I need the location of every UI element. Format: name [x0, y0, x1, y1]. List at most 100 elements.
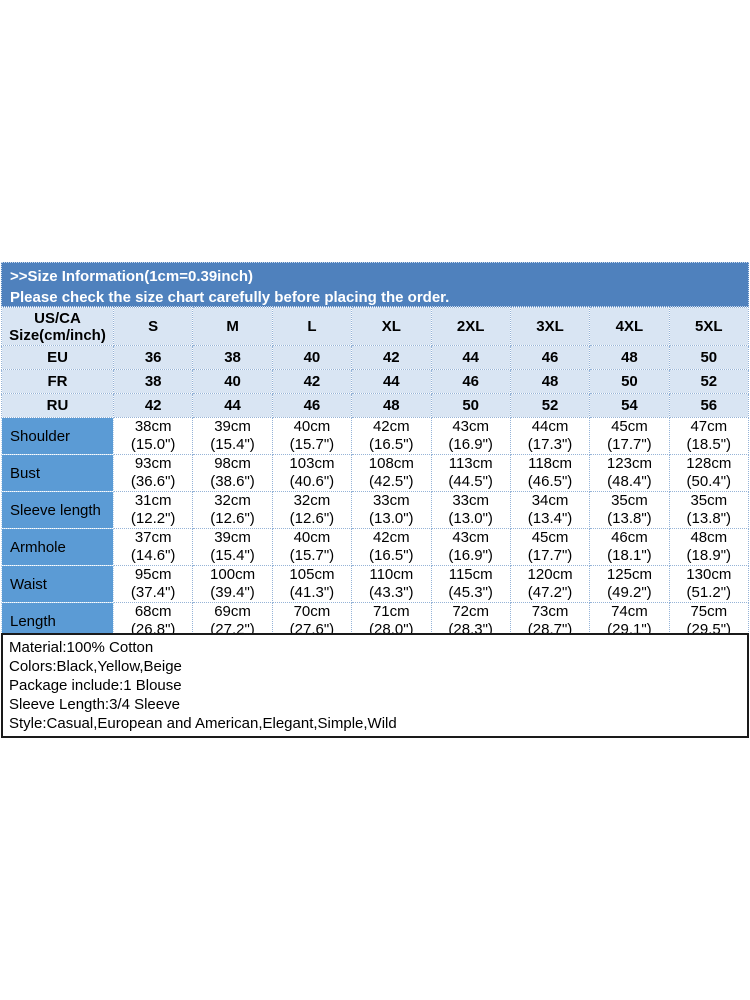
detail-style: Style:Casual,European and American,Elega… — [9, 715, 397, 732]
measurement-cell: 48cm (18.9") — [668, 528, 750, 566]
size-cell: 44 — [430, 345, 511, 370]
measurement-cell: 38cm (15.0") — [112, 417, 194, 455]
measurement-cell: 45cm (17.7") — [509, 528, 591, 566]
measurement-cell: 123cm (48.4") — [589, 454, 670, 492]
size-cell: 42 — [271, 369, 353, 394]
measurement-cell: 31cm (12.2") — [112, 491, 194, 529]
size-cell: 40 — [271, 345, 353, 370]
size-cell: 50 — [430, 393, 511, 418]
measurement-row-bust: Bust 93cm (36.6") 98cm (38.6") 103cm (40… — [1, 454, 750, 492]
size-cell: 48 — [589, 345, 670, 370]
measurement-label: Bust — [1, 454, 114, 492]
size-col-header-5xl: 5XL — [668, 307, 750, 346]
measurement-cell: 43cm (16.9") — [430, 528, 511, 566]
size-info-banner: >>Size Information(1cm=0.39inch) Please … — [1, 262, 749, 307]
measurement-cell: 118cm (46.5") — [509, 454, 591, 492]
size-col-header-s: S — [112, 307, 194, 346]
measurement-cell: 105cm (41.3") — [271, 565, 353, 603]
measurement-cell: 43cm (16.9") — [430, 417, 511, 455]
region-label: FR — [1, 369, 114, 394]
measurement-cell: 45cm (17.7") — [589, 417, 670, 455]
size-cell: 50 — [668, 345, 750, 370]
size-cell: 46 — [430, 369, 511, 394]
measurement-cell: 40cm (15.7") — [271, 528, 353, 566]
banner-title: >>Size Information(1cm=0.39inch) — [10, 268, 253, 285]
size-cell: 36 — [112, 345, 194, 370]
measurement-cell: 120cm (47.2") — [509, 565, 591, 603]
size-cell: 42 — [351, 345, 432, 370]
region-row-ru: RU 42 44 46 48 50 52 54 56 — [1, 393, 750, 418]
size-cell: 46 — [271, 393, 353, 418]
measurement-cell: 37cm (14.6") — [112, 528, 194, 566]
size-cell: 44 — [351, 369, 432, 394]
size-header-row: US/CA Size(cm/inch) S M L XL 2XL 3XL 4XL… — [1, 307, 750, 346]
size-cell: 44 — [192, 393, 273, 418]
measurement-label: Shoulder — [1, 417, 114, 455]
measurement-row-armhole: Armhole 37cm (14.6") 39cm (15.4") 40cm (… — [1, 528, 750, 566]
size-chart-table: US/CA Size(cm/inch) S M L XL 2XL 3XL 4XL… — [1, 307, 750, 640]
size-cell: 42 — [112, 393, 194, 418]
region-row-fr: FR 38 40 42 44 46 48 50 52 — [1, 369, 750, 394]
region-label: RU — [1, 393, 114, 418]
measurement-label: Waist — [1, 565, 114, 603]
size-cell: 56 — [668, 393, 750, 418]
size-cell: 46 — [509, 345, 591, 370]
size-cell: 40 — [192, 369, 273, 394]
measurement-cell: 93cm (36.6") — [112, 454, 194, 492]
measurement-cell: 42cm (16.5") — [351, 528, 432, 566]
product-details-box: Material:100% Cotton Colors:Black,Yellow… — [1, 633, 749, 738]
measurement-row-sleeve-length: Sleeve length 31cm (12.2") 32cm (12.6") … — [1, 491, 750, 529]
banner-subtitle: Please check the size chart carefully be… — [10, 289, 450, 306]
detail-package-include: Package include:1 Blouse — [9, 677, 182, 694]
measurement-cell: 32cm (12.6") — [271, 491, 353, 529]
detail-sleeve-length: Sleeve Length:3/4 Sleeve — [9, 696, 180, 713]
measurement-cell: 110cm (43.3") — [351, 565, 432, 603]
size-col-header-4xl: 4XL — [589, 307, 670, 346]
measurement-cell: 40cm (15.7") — [271, 417, 353, 455]
measurement-label: Sleeve length — [1, 491, 114, 529]
region-row-eu: EU 36 38 40 42 44 46 48 50 — [1, 345, 750, 370]
size-cell: 52 — [509, 393, 591, 418]
measurement-cell: 98cm (38.6") — [192, 454, 273, 492]
size-col-header-2xl: 2XL — [430, 307, 511, 346]
measurement-cell: 35cm (13.8") — [589, 491, 670, 529]
measurement-cell: 32cm (12.6") — [192, 491, 273, 529]
measurement-cell: 44cm (17.3") — [509, 417, 591, 455]
size-col-header-m: M — [192, 307, 273, 346]
measurement-cell: 33cm (13.0") — [430, 491, 511, 529]
measurement-cell: 47cm (18.5") — [668, 417, 750, 455]
measurement-cell: 103cm (40.6") — [271, 454, 353, 492]
size-col-header-l: L — [271, 307, 353, 346]
size-cell: 52 — [668, 369, 750, 394]
measurement-cell: 34cm (13.4") — [509, 491, 591, 529]
measurement-row-shoulder: Shoulder 38cm (15.0") 39cm (15.4") 40cm … — [1, 417, 750, 455]
region-label: EU — [1, 345, 114, 370]
measurement-cell: 46cm (18.1") — [589, 528, 670, 566]
measurement-cell: 95cm (37.4") — [112, 565, 194, 603]
detail-colors: Colors:Black,Yellow,Beige — [9, 658, 182, 675]
size-cell: 38 — [112, 369, 194, 394]
measurement-cell: 39cm (15.4") — [192, 528, 273, 566]
measurement-row-waist: Waist 95cm (37.4") 100cm (39.4") 105cm (… — [1, 565, 750, 603]
size-cell: 50 — [589, 369, 670, 394]
measurement-cell: 128cm (50.4") — [668, 454, 750, 492]
measurement-cell: 125cm (49.2") — [589, 565, 670, 603]
size-col-header-xl: XL — [351, 307, 432, 346]
size-col-header-3xl: 3XL — [509, 307, 591, 346]
size-cell: 54 — [589, 393, 670, 418]
measurement-cell: 130cm (51.2") — [668, 565, 750, 603]
size-cell: 38 — [192, 345, 273, 370]
measurement-cell: 42cm (16.5") — [351, 417, 432, 455]
size-cell: 48 — [351, 393, 432, 418]
measurement-cell: 108cm (42.5") — [351, 454, 432, 492]
corner-cell-us-ca: US/CA Size(cm/inch) — [1, 307, 114, 346]
measurement-cell: 100cm (39.4") — [192, 565, 273, 603]
measurement-cell: 39cm (15.4") — [192, 417, 273, 455]
measurement-cell: 115cm (45.3") — [430, 565, 511, 603]
detail-material: Material:100% Cotton — [9, 639, 154, 656]
measurement-label: Armhole — [1, 528, 114, 566]
measurement-cell: 35cm (13.8") — [668, 491, 750, 529]
measurement-cell: 113cm (44.5") — [430, 454, 511, 492]
size-cell: 48 — [509, 369, 591, 394]
